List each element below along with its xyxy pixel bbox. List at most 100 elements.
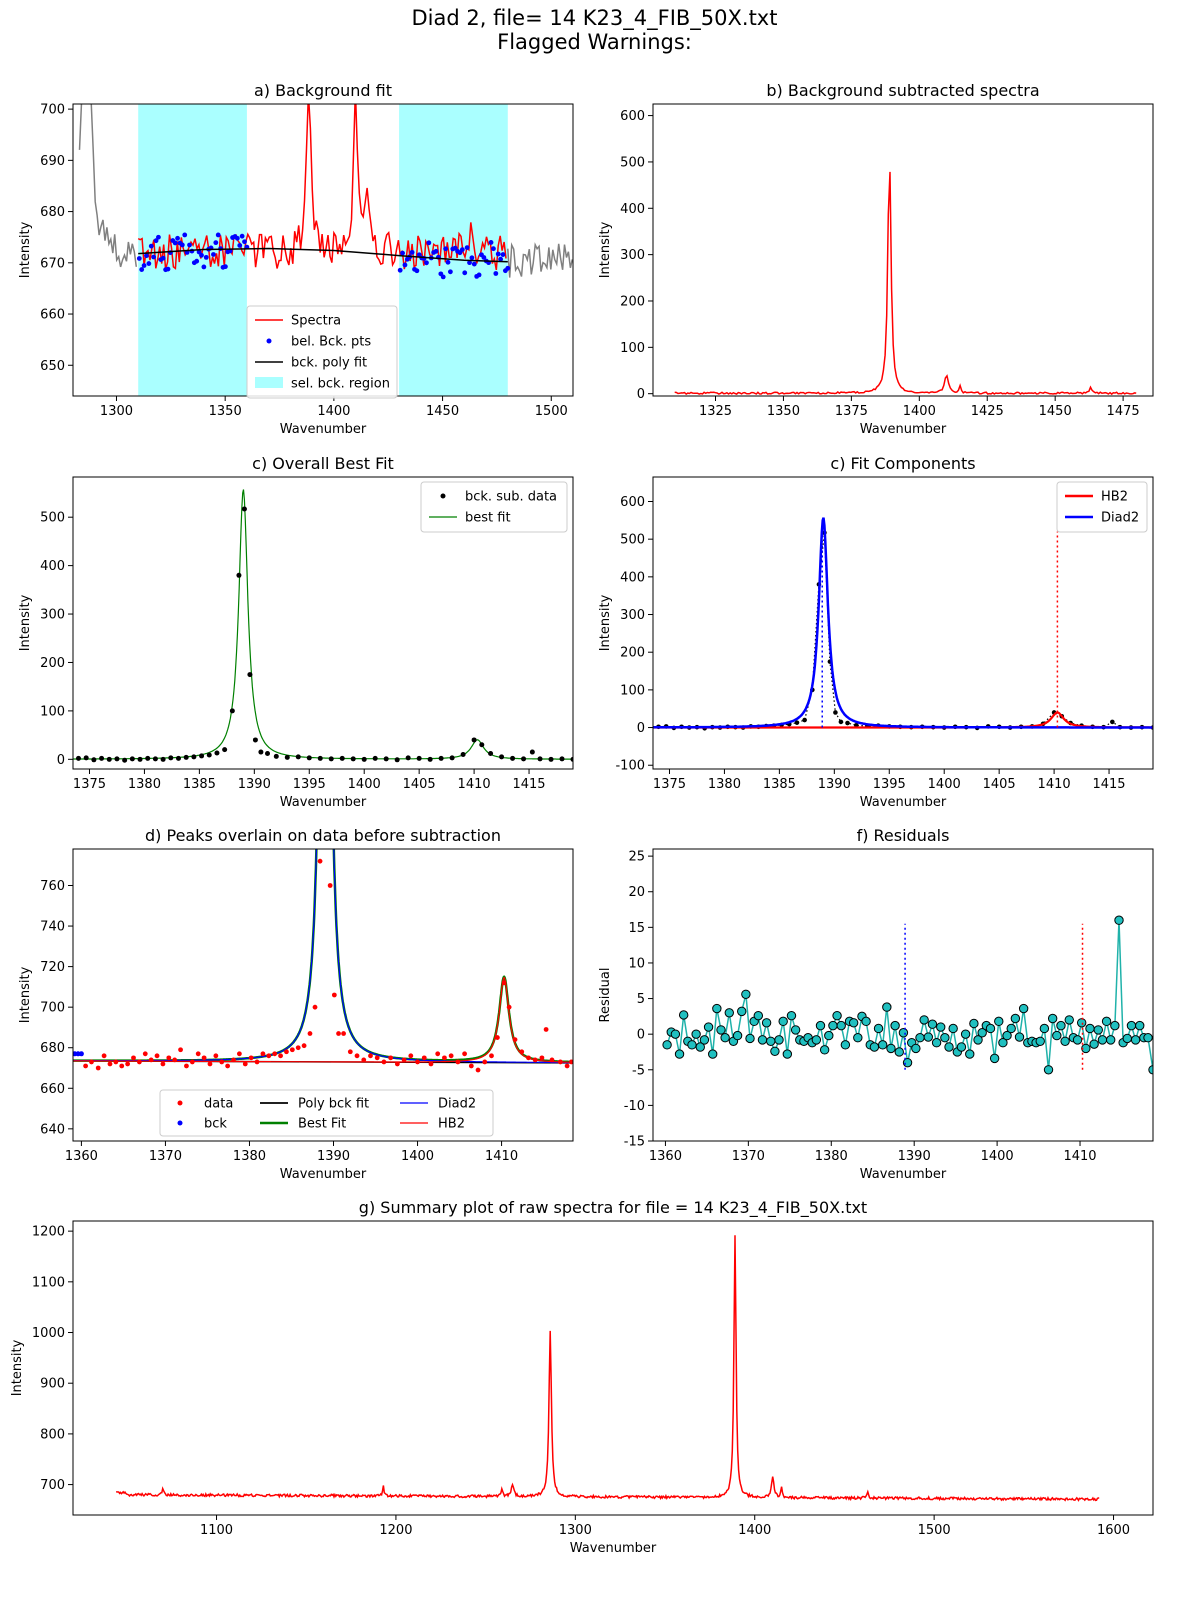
- data-point: [462, 1051, 467, 1057]
- background-point: [136, 256, 142, 261]
- background-point: [153, 238, 159, 244]
- background-point: [400, 250, 405, 256]
- data-point: [559, 756, 565, 762]
- x-tick-label: 1375: [653, 777, 686, 792]
- axes-title: c) Overall Best Fit: [252, 454, 394, 473]
- data-point: [1110, 719, 1115, 725]
- y-tick-label: 740: [40, 920, 65, 935]
- x-tick-label: 1380: [708, 777, 741, 792]
- residual-point: [832, 1010, 842, 1021]
- data-point: [570, 756, 573, 762]
- raw-spectrum-left: [78, 104, 138, 268]
- diad2-component-line: [653, 517, 1153, 729]
- y-axis-label: Residual: [598, 968, 613, 1023]
- background-point: [493, 271, 499, 276]
- data-dotted-line: [658, 532, 1153, 729]
- data-point: [247, 672, 253, 678]
- background-point: [237, 243, 243, 248]
- data-point: [272, 1051, 278, 1057]
- data-point: [471, 737, 477, 743]
- data-point: [122, 757, 128, 763]
- y-tick-label: 900: [40, 1377, 65, 1392]
- background-point: [222, 264, 228, 270]
- legend-label: HB2: [1101, 490, 1128, 505]
- background-point: [242, 239, 247, 245]
- y-tick-label: 1100: [32, 1275, 65, 1290]
- data-point: [214, 750, 220, 756]
- data-point: [438, 755, 444, 761]
- legend-handle: [255, 377, 283, 388]
- y-tick-label: 400: [40, 559, 65, 574]
- y-tick-label: 5: [637, 992, 645, 1007]
- residual-point: [720, 1033, 730, 1043]
- residual-point: [1110, 1020, 1120, 1031]
- residual-point: [724, 1008, 734, 1018]
- residual-point: [923, 1032, 933, 1042]
- data-point: [183, 754, 189, 760]
- data-point: [206, 752, 212, 758]
- residual-point: [977, 1028, 987, 1038]
- background-point: [488, 240, 494, 245]
- data-point: [833, 710, 838, 715]
- residual-point: [936, 1022, 946, 1032]
- residual-point: [770, 1046, 780, 1056]
- legend-label: bel. Bck. pts: [291, 335, 371, 350]
- y-tick-label: 15: [628, 921, 645, 936]
- background-point: [495, 251, 501, 257]
- residual-point: [774, 1035, 784, 1045]
- y-tick-label: 0: [637, 721, 645, 736]
- subtracted-spectrum-line: [674, 171, 1137, 396]
- residual-point: [662, 1040, 672, 1050]
- residual-point: [1093, 1025, 1103, 1035]
- data-point: [394, 757, 400, 763]
- residual-point: [691, 1029, 701, 1039]
- data-point: [236, 1051, 242, 1057]
- data-point: [532, 1057, 538, 1063]
- residual-point: [678, 1010, 689, 1020]
- legend-label: Diad2: [1101, 511, 1139, 526]
- data-point: [166, 1055, 172, 1061]
- data-point: [114, 756, 120, 762]
- residual-point: [873, 1023, 884, 1034]
- data-point: [802, 717, 807, 723]
- data-point: [306, 755, 312, 761]
- residual-point: [828, 1020, 838, 1031]
- residual-point: [948, 1023, 958, 1034]
- residual-point: [757, 1035, 768, 1045]
- plot-area-c2: [653, 517, 1153, 731]
- background-point: [234, 235, 240, 241]
- x-tick-label: 1350: [767, 404, 800, 419]
- y-tick-label: 300: [620, 248, 645, 263]
- background-point: [464, 245, 470, 250]
- background-point: [426, 240, 432, 246]
- residual-point: [786, 1010, 797, 1021]
- axes-frame: [652, 103, 1154, 397]
- data-point: [372, 755, 378, 761]
- data-point: [510, 755, 516, 761]
- axes-frame: [652, 476, 1154, 770]
- y-tick-label: 650: [40, 359, 65, 374]
- data-point: [83, 755, 89, 761]
- hb2-line: [73, 976, 573, 1063]
- data-point: [501, 980, 507, 986]
- x-tick-label: 1400: [348, 777, 381, 792]
- x-axis-label: Wavenumber: [280, 795, 367, 810]
- y-tick-label: 660: [40, 308, 65, 323]
- y-tick-label: 400: [620, 202, 645, 217]
- background-point: [139, 267, 145, 272]
- x-tick-label: 1200: [379, 1523, 412, 1538]
- data-point: [236, 572, 242, 578]
- data-point: [381, 1059, 387, 1065]
- residual-point: [848, 1018, 859, 1028]
- axes-frame: [652, 848, 1154, 1142]
- data-point: [421, 1055, 427, 1061]
- x-tick-label: 1350: [209, 404, 242, 419]
- data-point: [489, 1053, 494, 1059]
- background-point: [445, 259, 451, 265]
- data-point: [460, 751, 466, 757]
- data-point: [184, 1063, 189, 1069]
- legend-handle: [177, 1100, 183, 1106]
- x-tick-label: 1375: [73, 777, 106, 792]
- data-point: [488, 751, 494, 757]
- legend-label: data: [204, 1097, 233, 1112]
